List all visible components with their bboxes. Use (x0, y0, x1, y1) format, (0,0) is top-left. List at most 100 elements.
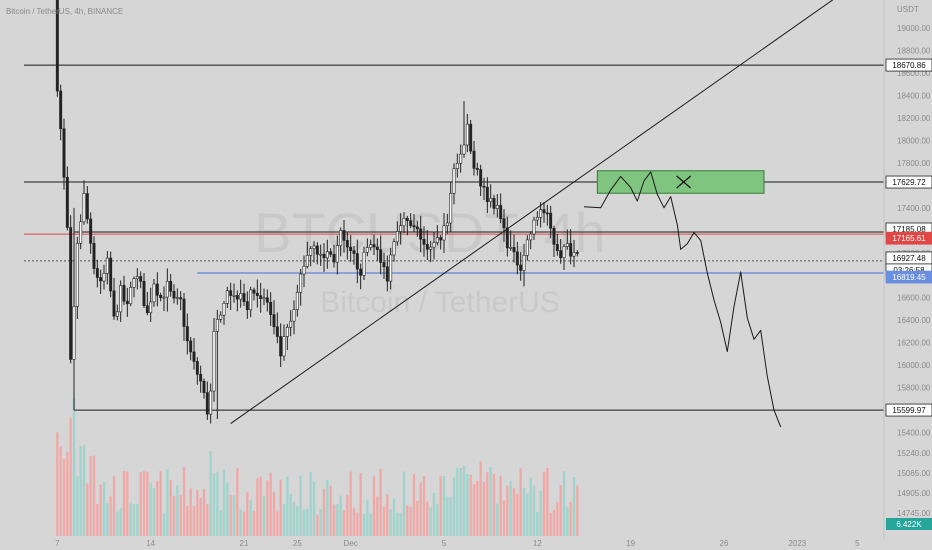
volume-bar (429, 507, 432, 536)
candle-body (542, 209, 546, 214)
candle-body (459, 153, 463, 164)
candle-body (359, 268, 363, 276)
volume-bar (359, 473, 362, 536)
candle-body (522, 255, 526, 271)
volume-bar (479, 461, 482, 536)
volume-bar (249, 500, 252, 536)
candle-body (55, 0, 59, 92)
candle-body (172, 291, 176, 299)
price-tick-label: 18800.00 (897, 47, 931, 56)
volume-bar (172, 495, 176, 536)
volume-bar (82, 445, 86, 536)
candle-body (372, 244, 376, 248)
volume-bar (99, 484, 102, 536)
candle-body (519, 264, 523, 271)
countdown-label: 03:26:58 (893, 266, 925, 275)
candle-body (219, 314, 223, 320)
volume-bar (219, 510, 222, 536)
volume-bar (246, 492, 249, 536)
volume-bar (202, 489, 206, 536)
volume-bar (402, 471, 406, 536)
volume-bar (89, 455, 92, 536)
volume-bar (559, 485, 562, 536)
candle-body (259, 295, 263, 299)
candle-body (175, 297, 179, 299)
candle-body (245, 301, 249, 311)
candle-body (282, 336, 286, 357)
candle-body (125, 300, 129, 305)
volume-bar (116, 511, 119, 536)
candle-body (72, 306, 76, 360)
candle-body (312, 245, 316, 249)
volume-bar (259, 476, 262, 536)
projection-path[interactable] (583, 171, 782, 428)
volume-bar (546, 467, 549, 536)
candle-body (402, 217, 406, 227)
candle-body (62, 128, 66, 178)
candle-body (139, 276, 143, 282)
volume-bar (492, 473, 496, 536)
candle-body (272, 314, 276, 328)
volume-bar (532, 485, 536, 536)
volume-bar (92, 455, 96, 536)
volume-bar (226, 482, 229, 536)
volume-bar (519, 468, 522, 536)
level-price-badge (885, 403, 932, 417)
candle-body (419, 228, 423, 240)
candle-body (92, 243, 96, 269)
volume-bar (382, 507, 386, 536)
candle-body (319, 253, 323, 256)
volume-bar (379, 468, 382, 536)
volume-bar (469, 474, 472, 536)
volume-bar (409, 506, 412, 536)
volume-bar (526, 493, 529, 536)
candle-body (275, 326, 279, 337)
volume-tick-label: 14745.00 (897, 509, 931, 518)
candle-body (129, 287, 133, 305)
candle-body (445, 222, 449, 227)
candle-body (495, 204, 499, 209)
volume-bar (262, 495, 266, 536)
volume-bar (192, 506, 196, 536)
volume-bar (269, 472, 272, 536)
volume-bar (412, 473, 416, 536)
volume-bar (336, 503, 339, 536)
volume-bar (452, 477, 456, 536)
volume-bar (322, 488, 326, 536)
volume-bar (252, 510, 256, 536)
level-price-label: 17165.61 (892, 234, 926, 243)
candle-body (235, 295, 239, 300)
resistance-box[interactable] (596, 170, 765, 194)
candle-body (552, 228, 556, 245)
volume-bar (272, 491, 276, 536)
trendline[interactable] (230, 0, 838, 424)
candle-body (119, 285, 123, 313)
volume-bar (496, 503, 499, 536)
candle-body (509, 247, 513, 249)
candle-body (145, 305, 149, 314)
volume-bar (466, 473, 469, 536)
volume-bar (309, 471, 312, 536)
volume-bar (156, 480, 159, 536)
volume-bar (232, 495, 236, 536)
time-tick-label: 26 (720, 539, 729, 548)
level-price-badge (885, 231, 932, 245)
price-axis: 19000.00 18800.00 18600.00 18400.00 18200.00… (885, 24, 932, 530)
level-price-badge (885, 175, 932, 189)
volume-bar (569, 501, 572, 536)
volume-tick-label: 15240.00 (897, 449, 931, 458)
candle-body (472, 150, 476, 169)
candle-body (299, 273, 303, 293)
price-tick-label: 18400.00 (897, 91, 931, 100)
volume-bar (142, 471, 146, 536)
candle-body (165, 281, 169, 298)
volume-bar (216, 471, 219, 536)
candle-body (362, 251, 366, 276)
candle-body (285, 327, 289, 337)
volume-bar (209, 451, 212, 536)
volume-bar (406, 505, 409, 536)
candle-body (59, 90, 63, 130)
price-tick-label: 16000.00 (897, 361, 931, 370)
